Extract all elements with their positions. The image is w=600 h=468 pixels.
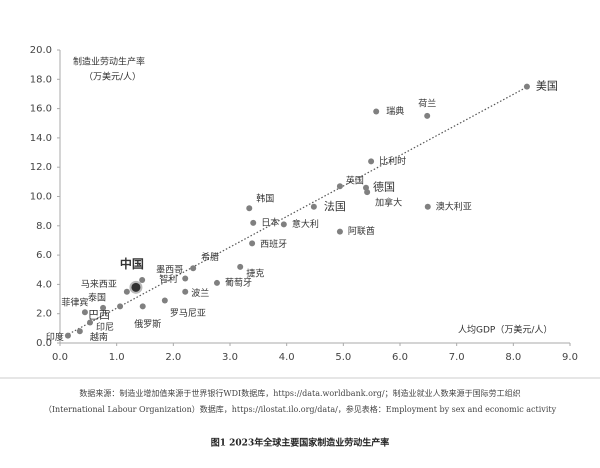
point-label: 印尼 bbox=[96, 321, 114, 333]
point-label: 韩国 bbox=[256, 193, 274, 205]
point bbox=[246, 205, 253, 212]
x-tick-label: 4.0 bbox=[279, 352, 295, 363]
x-axis-title: 人均GDP（万美元/人） bbox=[458, 324, 552, 336]
point-label: 美国 bbox=[536, 80, 558, 93]
point bbox=[129, 280, 143, 294]
point-label: 瑞典 bbox=[386, 105, 404, 117]
point-label: 比利时 bbox=[379, 155, 406, 167]
point-label: 加拿大 bbox=[375, 197, 402, 209]
point bbox=[182, 288, 189, 295]
x-tick-label: 0.0 bbox=[52, 352, 68, 363]
y-tick-label: 8.0 bbox=[36, 221, 52, 232]
point-label: 意大利 bbox=[292, 218, 319, 230]
point bbox=[87, 319, 94, 326]
y-tick-label: 20.0 bbox=[30, 45, 52, 56]
point-label: 澳大利亚 bbox=[436, 200, 472, 212]
point-label: 日本 bbox=[261, 216, 279, 228]
y-tick-label: 12.0 bbox=[30, 162, 52, 173]
point bbox=[336, 228, 343, 235]
source-note: （International Labour Organization）数据库，h… bbox=[44, 404, 557, 414]
point-label: 智利 bbox=[159, 273, 177, 285]
point-label: 英国 bbox=[346, 175, 364, 187]
point bbox=[182, 275, 189, 282]
x-tick-label: 9.0 bbox=[562, 352, 578, 363]
point bbox=[336, 183, 343, 190]
point-label: 巴西 bbox=[88, 308, 110, 321]
x-tick-label: 2.0 bbox=[165, 352, 181, 363]
point-label: 葡萄牙 bbox=[225, 276, 252, 288]
point-label: 中国 bbox=[120, 256, 144, 271]
caption: 图1 2023年全球主要国家制造业劳动生产率 bbox=[211, 437, 389, 449]
point-label: 墨西哥 bbox=[156, 265, 183, 276]
x-tick-label: 1.0 bbox=[109, 352, 125, 363]
point bbox=[123, 288, 130, 295]
x-tick-label: 7.0 bbox=[449, 352, 465, 363]
y-tick-label: 10.0 bbox=[30, 192, 52, 203]
point bbox=[523, 83, 530, 90]
point bbox=[190, 265, 197, 272]
point-label: 西班牙 bbox=[260, 238, 287, 250]
x-tick-label: 3.0 bbox=[222, 352, 238, 363]
point bbox=[213, 279, 220, 286]
point bbox=[64, 332, 71, 339]
point-label: 荷兰 bbox=[418, 97, 436, 109]
point bbox=[237, 263, 244, 270]
x-tick-label: 5.0 bbox=[335, 352, 351, 363]
point bbox=[161, 297, 168, 304]
x-tick-label: 8.0 bbox=[505, 352, 521, 363]
point-label: 菲律宾 bbox=[61, 297, 88, 309]
point-label: 波兰 bbox=[191, 287, 209, 299]
point-label: 希腊 bbox=[201, 251, 219, 263]
y-tick-label: 0.0 bbox=[36, 338, 52, 349]
point bbox=[424, 112, 431, 119]
point bbox=[310, 203, 317, 210]
y-tick-label: 6.0 bbox=[36, 250, 52, 261]
point bbox=[76, 328, 83, 335]
point bbox=[100, 304, 107, 311]
point bbox=[249, 240, 256, 247]
point bbox=[424, 203, 431, 210]
y-tick-label: 4.0 bbox=[36, 279, 52, 290]
point-label: 法国 bbox=[324, 199, 346, 213]
source-note: 数据来源：制造业增加值来源于世界银行WDI数据库，https://data.wo… bbox=[79, 388, 520, 398]
point bbox=[250, 219, 257, 226]
point bbox=[368, 158, 375, 165]
x-tick-label: 6.0 bbox=[392, 352, 408, 363]
y-axis-title: （万美元/人） bbox=[84, 71, 141, 83]
y-tick-label: 14.0 bbox=[30, 133, 52, 144]
point bbox=[139, 277, 146, 284]
point-label: 印度 bbox=[46, 331, 64, 343]
trendline bbox=[65, 84, 531, 337]
point-label: 德国 bbox=[373, 180, 395, 194]
point bbox=[117, 303, 124, 310]
point bbox=[81, 309, 88, 316]
point-label: 捷克 bbox=[246, 267, 264, 279]
point bbox=[364, 189, 371, 196]
y-axis-title: 制造业劳动生产率 bbox=[73, 56, 145, 68]
point-label: 阿联酋 bbox=[348, 225, 375, 237]
point-label: 俄罗斯 bbox=[134, 318, 161, 330]
point bbox=[280, 221, 287, 228]
point bbox=[373, 108, 380, 115]
point bbox=[139, 303, 146, 310]
point-label: 罗马尼亚 bbox=[170, 308, 206, 319]
y-tick-label: 16.0 bbox=[30, 104, 52, 115]
point-label: 泰国 bbox=[88, 291, 106, 303]
point-label: 越南 bbox=[90, 331, 108, 343]
y-tick-label: 18.0 bbox=[30, 74, 52, 85]
y-tick-label: 2.0 bbox=[36, 309, 52, 320]
point-label: 马来西亚 bbox=[81, 279, 117, 290]
